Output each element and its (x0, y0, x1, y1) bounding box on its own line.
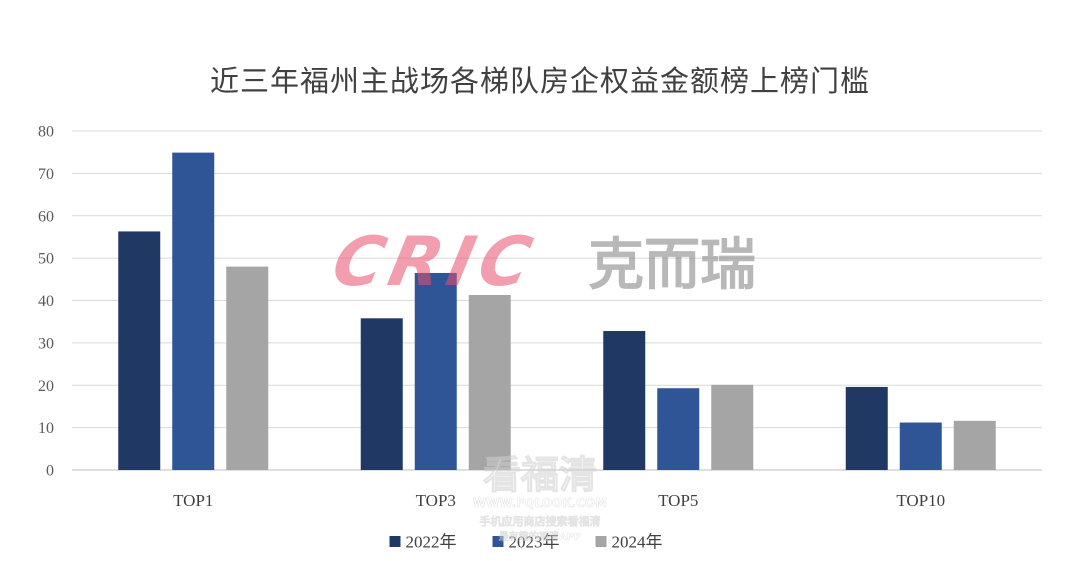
gridlines (72, 130, 1042, 471)
legend-swatch-2 (492, 536, 504, 547)
bar-top10-3 (953, 420, 996, 470)
bar-top5-3 (711, 384, 754, 470)
x-category-label-top1: TOP1 (173, 491, 213, 510)
fqlook-name: 看福清 (483, 453, 597, 497)
fqlook-url: WWW.FQLOOK.COM (473, 496, 607, 510)
legend: 2022年 2023年 2024年 (389, 533, 663, 552)
bar-top3-1 (360, 318, 403, 470)
fqlook-watermark: 看福清 WWW.FQLOOK.COM 手机应用商店搜索看福清 最有趣的福清APP (473, 453, 608, 544)
fqlook-tagline-2: 最有趣的福清APP (499, 530, 581, 543)
cric-logo-text: CRIC (326, 223, 544, 302)
bar-top3-3 (468, 294, 511, 470)
bar-top10-1 (845, 386, 888, 470)
x-axis-categories: TOP1 TOP3 TOP5 TOP10 (173, 491, 945, 510)
chart-title: 近三年福州主战场各梯队房企权益金额榜上榜门槛 (209, 64, 870, 98)
bar-top3-2 (414, 272, 457, 470)
y-axis-ticks: 0 10 20 30 40 50 60 70 80 (38, 124, 54, 480)
y-tick-label-10: 10 (38, 420, 54, 437)
y-tick-label-0: 0 (46, 463, 54, 480)
y-tick-label-70: 70 (38, 166, 54, 183)
bar-top5-2 (657, 388, 700, 470)
x-category-label-top3: TOP3 (416, 491, 456, 510)
bar-top1-3 (226, 266, 269, 470)
x-category-label-top5: TOP5 (658, 491, 698, 510)
fqlook-tagline-1: 手机应用商店搜索看福清 (480, 514, 601, 528)
bars (118, 152, 996, 470)
y-tick-label-50: 50 (38, 251, 54, 268)
bar-top5-1 (603, 331, 646, 470)
cric-watermark: CRIC 克而瑞 (326, 223, 756, 302)
y-tick-label-60: 60 (38, 208, 54, 225)
bar-top10-2 (899, 422, 942, 470)
legend-label-2: 2023年 (509, 533, 560, 552)
cric-cn-text: 克而瑞 (588, 233, 756, 298)
y-tick-label-80: 80 (38, 124, 54, 141)
legend-swatch-1 (389, 536, 401, 547)
y-tick-label-40: 40 (38, 293, 54, 310)
x-category-label-top10: TOP10 (896, 491, 945, 510)
bar-top1-2 (172, 152, 215, 470)
legend-label-1: 2022年 (406, 533, 457, 552)
legend-label-3: 2024年 (612, 533, 663, 552)
y-tick-label-30: 30 (38, 335, 54, 352)
legend-swatch-3 (595, 536, 607, 547)
y-tick-label-20: 20 (38, 378, 54, 395)
bar-top1-1 (118, 231, 161, 470)
